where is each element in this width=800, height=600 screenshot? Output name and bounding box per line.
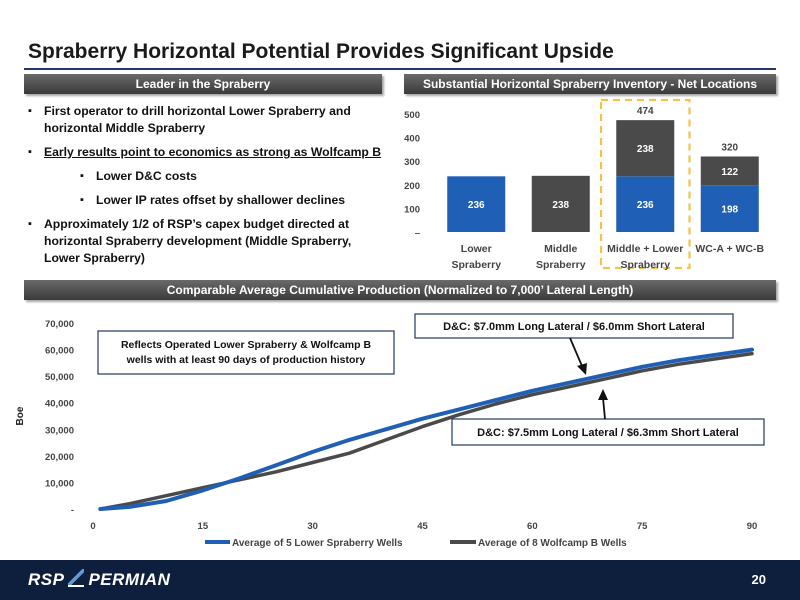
bullet-2: Early results point to economics as stro… [28, 144, 388, 161]
line-x-tick-2: 30 [307, 521, 318, 532]
bar-2-series-1 [616, 120, 675, 177]
highlight-dashed-box [599, 98, 691, 270]
bar-y-tick-0: – [415, 228, 420, 239]
rsp-permian-logo: RSP PERMIAN [28, 569, 170, 590]
line-y-tick-3: 30,000 [45, 425, 74, 436]
gray-callout-text: D&C: $7.5mm Long Lateral / $6.3mm Short … [477, 427, 739, 439]
blue-callout-arrow-line [569, 337, 583, 367]
bar-2-series-0 [616, 176, 675, 232]
bar-label-1-series-1: 238 [552, 200, 569, 211]
blue-callout-text: D&C: $7.0mm Long Lateral / $6.0mm Short … [443, 321, 705, 333]
bar-total-2: 474 [637, 106, 654, 117]
bar-total-3: 320 [721, 142, 738, 153]
gray-callout-arrow-head [598, 389, 608, 400]
gray-callout-box [451, 418, 765, 446]
line-x-tick-6: 90 [747, 521, 758, 532]
line-x-tick-4: 60 [527, 521, 538, 532]
footer: RSP PERMIAN 20 [0, 560, 800, 600]
bullet-1: First operator to drill horizontal Lower… [28, 103, 388, 137]
bar-label-0-series-0: 236 [468, 200, 485, 211]
line-series-1 [98, 351, 754, 511]
bar-label-3-series-1: 122 [721, 167, 738, 178]
left-banner: Leader in the Spraberry [24, 74, 382, 94]
line-x-tick-0: 0 [90, 521, 95, 532]
bar-3-series-0 [700, 185, 759, 232]
line-x-tick-5: 75 [637, 521, 648, 532]
logo-mark-icon [68, 569, 85, 587]
net-locations-bar-chart: – 100 200 300 400 500 236 Lower Spraberry 238 Midd… [404, 98, 765, 271]
cumulative-production-line-chart: - 10,000 20,000 30,000 40,000 50,000 60,000 70,… [15, 313, 765, 549]
bullet-2a: Lower D&C costs [28, 168, 388, 185]
right-banner: Substantial Horizontal Spraberry Invento… [404, 74, 776, 94]
legend-label-0: Average of 5 Lower Spraberry Wells [232, 538, 403, 549]
line-y-tick-4: 40,000 [45, 399, 74, 410]
line-x-tick-3: 45 [417, 521, 428, 532]
bar-y-tick-3: 300 [404, 157, 420, 168]
bar-category-label-1-0: Middle [544, 243, 577, 255]
bar-category-label-0-1: Spraberry [451, 259, 501, 271]
gray-callout-arrow-line [602, 397, 606, 420]
bullet-list: First operator to drill horizontal Lower… [28, 103, 388, 274]
bar-y-tick-5: 500 [404, 110, 420, 121]
page-title: Spraberry Horizontal Potential Provides … [28, 40, 614, 63]
line-y-tick-7: 70,000 [45, 319, 74, 330]
bar-y-tick-1: 100 [404, 204, 420, 215]
annotation-box-line-1: wells with at least 90 days of productio… [126, 354, 366, 366]
line-series-0 [98, 347, 754, 511]
bar-category-label-2-0: Middle + Lower [607, 243, 683, 255]
bullet-3: Approximately 1/2 of RSP’s capex budget … [28, 216, 388, 267]
line-y-tick-0: - [71, 505, 74, 516]
page-number: 20 [751, 572, 766, 587]
annotation-box [97, 330, 395, 375]
annotation-box-line-0: Reflects Operated Lower Spraberry & Wolf… [121, 339, 372, 351]
blue-callout-arrow-head [577, 363, 587, 375]
bar-label-3-series-0: 198 [721, 205, 738, 216]
bullet-2b: Lower IP rates offset by shallower decli… [28, 192, 388, 209]
bar-0-series-0 [447, 176, 506, 232]
line-y-tick-6: 60,000 [45, 346, 74, 357]
bar-label-2-series-0: 236 [637, 200, 654, 211]
line-y-axis-label: Boe [15, 406, 26, 425]
line-x-tick-1: 15 [198, 521, 209, 532]
line-y-tick-2: 20,000 [45, 452, 74, 463]
bar-category-label-1-1: Spraberry [536, 259, 586, 271]
bar-y-tick-4: 400 [404, 134, 420, 145]
line-y-tick-5: 50,000 [45, 372, 74, 383]
bar-category-label-0-0: Lower [461, 243, 492, 255]
bar-label-2-series-1: 238 [637, 144, 654, 155]
bottom-banner: Comparable Average Cumulative Production… [24, 280, 776, 300]
line-y-tick-1: 10,000 [45, 478, 74, 489]
logo-permian-text: PERMIAN [88, 570, 171, 589]
bar-y-tick-2: 200 [404, 181, 420, 192]
logo-rsp-text: RSP [28, 570, 65, 589]
bar-category-label-3-0: WC-A + WC-B [695, 243, 764, 255]
title-rule [24, 68, 776, 70]
legend-label-1: Average of 8 Wolfcamp B Wells [478, 538, 627, 549]
blue-callout-box [414, 313, 734, 339]
bar-3-series-1 [700, 156, 759, 186]
bar-category-label-2-1: Spraberry [620, 259, 670, 271]
bar-1-series-1 [531, 175, 590, 232]
